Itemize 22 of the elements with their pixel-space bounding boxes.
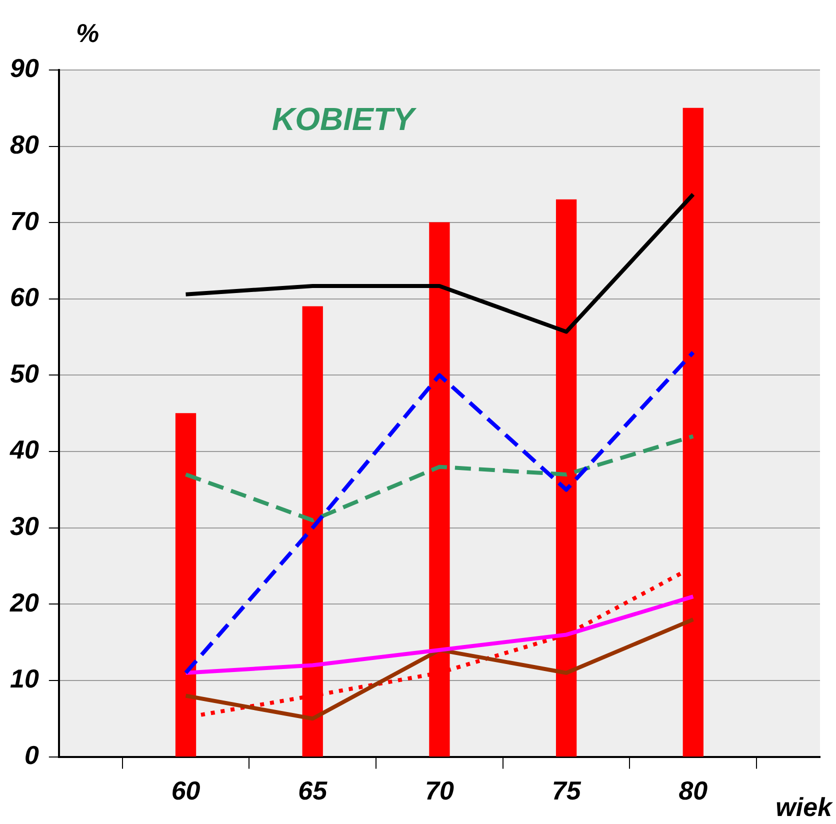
y-tick-label: 70 — [10, 206, 40, 236]
line-series — [184, 350, 696, 675]
y-tick-label: 40 — [9, 434, 40, 465]
x-tick-label: 75 — [552, 776, 582, 806]
bar — [682, 108, 704, 757]
y-tick-label: 30 — [10, 511, 40, 542]
x-tick-label: 65 — [298, 776, 328, 806]
y-axis-title: % — [76, 18, 100, 48]
y-tick-label: 80 — [10, 129, 40, 160]
y-tick-label: 20 — [9, 587, 40, 618]
y-tick-label: 60 — [10, 282, 40, 312]
x-tick-label: 70 — [425, 776, 454, 806]
x-tick-label: 60 — [171, 776, 201, 806]
y-tick-label: 50 — [10, 358, 40, 388]
y-tick-label: 10 — [10, 664, 40, 694]
y-tick-label: 90 — [10, 53, 40, 84]
text: KOBIETY — [272, 100, 417, 137]
x-axis-title: wiek — [776, 792, 834, 822]
line-series — [184, 434, 696, 522]
x-tick-label: 80 — [678, 776, 708, 806]
bar — [175, 413, 196, 757]
y-tick-label: 0 — [24, 740, 40, 770]
